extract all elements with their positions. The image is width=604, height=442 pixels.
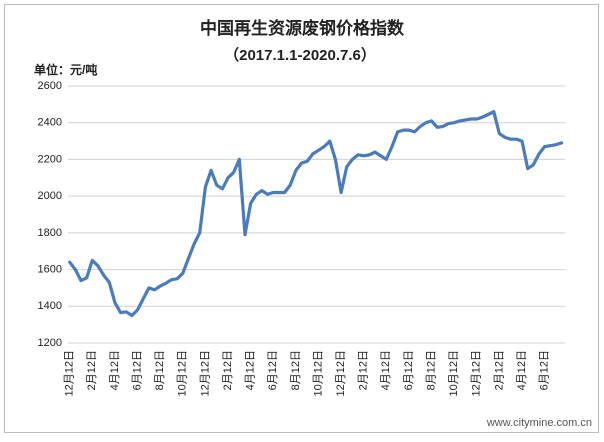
x-tick-label: 4月12日 [380,350,392,390]
x-tick-label: 8月12日 [154,350,166,390]
x-tick-label: 8月12日 [290,350,302,390]
chart-subtitle: （2017.1.1-2020.7.6） [224,46,376,64]
x-tick-label: 10月12日 [448,350,460,396]
x-tick-label: 12月12日 [199,350,211,396]
x-tick-label: 12月12日 [471,350,483,396]
chart-title: 中国再生资源废钢价格指数 [200,18,405,38]
x-tick-label: 6月12日 [131,350,143,390]
line-series [68,110,564,318]
x-tick-label: 2月12日 [493,350,505,390]
x-tick-label: 2月12日 [86,350,98,390]
y-tick-label: 1400 [38,300,62,312]
x-tick-label: 10月12日 [177,350,189,396]
x-tick-label: 10月12日 [312,350,324,396]
chart-frame [4,4,599,433]
x-tick-label: 2月12日 [358,350,370,390]
y-tick-label: 2200 [38,153,62,165]
x-tick-label: 4月12日 [516,350,528,390]
y-tick-label: 2400 [38,117,62,129]
x-tick-label: 12月12日 [64,350,76,396]
x-tick-label: 6月12日 [403,350,415,390]
x-tick-label: 6月12日 [267,350,279,390]
y-tick-label: 2600 [38,80,62,92]
x-tick-label: 6月12日 [539,350,551,390]
x-tick-label: 4月12日 [109,350,121,390]
x-tick-label: 12月12日 [335,350,347,396]
watermark: www.citymine.com.cn [486,417,592,429]
y-axis-label: 单位：元/吨 [34,62,97,77]
y-tick-label: 2000 [38,190,62,202]
y-tick-label: 1200 [38,337,62,349]
x-tick-label: 8月12日 [425,350,437,390]
x-tick-label: 4月12日 [245,350,257,390]
y-tick-label: 1600 [38,263,62,275]
y-tick-label: 1800 [38,227,62,239]
x-tick-label: 2月12日 [222,350,234,390]
